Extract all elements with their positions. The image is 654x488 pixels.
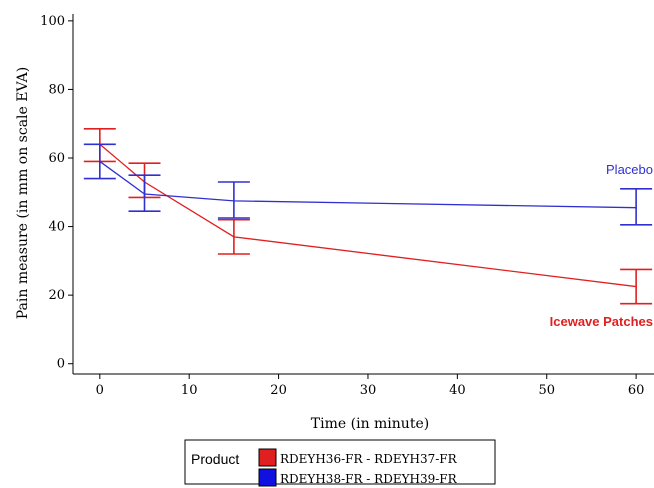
x-axis-title: Time (in minute) bbox=[311, 416, 429, 432]
x-tick-label-50: 50 bbox=[538, 383, 555, 398]
series-1-line bbox=[99, 143, 637, 288]
legend-frame bbox=[184, 439, 496, 485]
y-tick-label-60: 60 bbox=[48, 151, 65, 166]
y-tick-label-0: 0 bbox=[57, 357, 65, 372]
legend-swatch-blue bbox=[258, 468, 277, 487]
series-2-point-3 bbox=[635, 206, 637, 209]
legend-label-series-1: RDEYH36-FR - RDEYH37-FR bbox=[280, 452, 458, 466]
y-ticks: 0 20 40 60 80 100 bbox=[40, 14, 73, 372]
series-2 bbox=[83, 143, 653, 226]
legend-title: Product bbox=[191, 451, 239, 467]
x-tick-label-20: 20 bbox=[270, 383, 287, 398]
y-axis-title: Pain measure (in mm on scale EVA) bbox=[15, 67, 31, 319]
series-2-point-1 bbox=[143, 193, 146, 195]
series-2-point-0 bbox=[99, 160, 101, 163]
axes bbox=[72, 14, 654, 375]
series-layer bbox=[83, 128, 653, 305]
legend-label-series-2: RDEYH38-FR - RDEYH39-FR bbox=[280, 472, 458, 486]
legend: Product RDEYH36-FR - RDEYH37-FR RDEYH38-… bbox=[184, 439, 496, 487]
x-tick-label-30: 30 bbox=[360, 383, 377, 398]
series-annotation-icewave: Icewave Patches bbox=[550, 314, 653, 329]
series-2-point-2 bbox=[233, 200, 235, 202]
y-tick-label-100: 100 bbox=[40, 14, 65, 29]
y-tick-label-80: 80 bbox=[48, 82, 65, 97]
x-tick-label-60: 60 bbox=[628, 383, 645, 398]
series-annotation-placebo: Placebo bbox=[606, 162, 653, 177]
series-1 bbox=[83, 128, 653, 305]
y-tick-label-40: 40 bbox=[48, 220, 65, 235]
x-tick-label-10: 10 bbox=[181, 383, 198, 398]
series-1-point-3 bbox=[635, 285, 637, 288]
series-1-point-2 bbox=[233, 236, 235, 238]
x-ticks: 0 10 20 30 40 50 60 bbox=[96, 374, 645, 398]
x-tick-label-0: 0 bbox=[96, 383, 104, 398]
legend-swatch-red bbox=[258, 448, 277, 467]
x-tick-label-40: 40 bbox=[449, 383, 466, 398]
series-2-line bbox=[99, 160, 637, 209]
y-tick-label-20: 20 bbox=[48, 288, 65, 303]
